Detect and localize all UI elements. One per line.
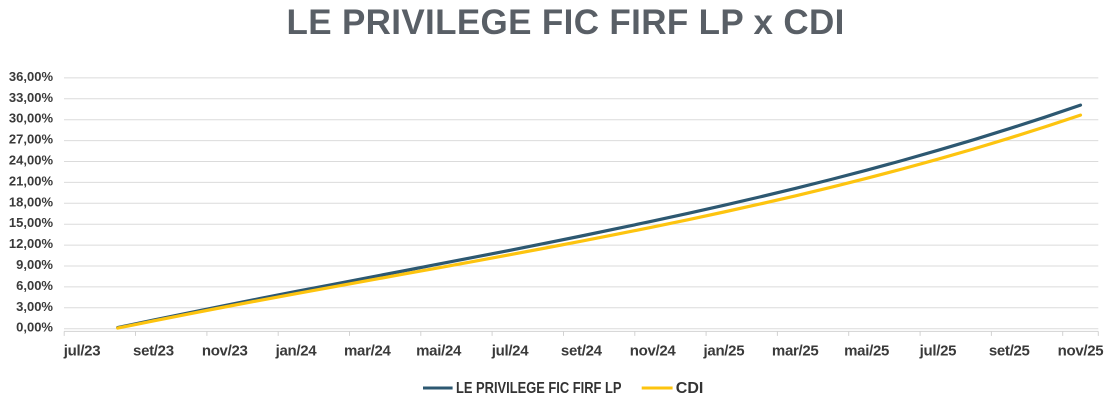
svg-text:set/24: set/24 <box>561 342 603 359</box>
svg-text:nov/24: nov/24 <box>630 342 677 359</box>
svg-text:36,00%: 36,00% <box>9 69 54 84</box>
svg-text:CDI: CDI <box>676 380 704 397</box>
svg-text:12,00%: 12,00% <box>9 236 54 251</box>
svg-text:jul/25: jul/25 <box>919 342 957 359</box>
svg-text:set/23: set/23 <box>133 342 174 359</box>
svg-text:6,00%: 6,00% <box>16 278 53 293</box>
svg-text:30,00%: 30,00% <box>9 111 54 126</box>
svg-text:nov/23: nov/23 <box>202 342 248 359</box>
svg-text:set/25: set/25 <box>989 342 1030 359</box>
svg-text:33,00%: 33,00% <box>9 90 54 105</box>
svg-text:24,00%: 24,00% <box>9 153 54 168</box>
svg-text:0,00%: 0,00% <box>16 320 53 335</box>
svg-text:3,00%: 3,00% <box>16 299 53 314</box>
svg-text:jul/23: jul/23 <box>63 342 101 359</box>
svg-text:jul/24: jul/24 <box>491 342 530 359</box>
svg-text:jan/25: jan/25 <box>703 342 745 359</box>
svg-text:mai/24: mai/24 <box>416 342 462 359</box>
svg-text:18,00%: 18,00% <box>9 194 54 209</box>
svg-text:LE PRIVILEGE FIC FIRF LP: LE PRIVILEGE FIC FIRF LP <box>456 380 622 397</box>
svg-text:LE PRIVILEGE FIC FIRF LP x CDI: LE PRIVILEGE FIC FIRF LP x CDI <box>286 3 844 42</box>
svg-text:jan/24: jan/24 <box>275 342 318 359</box>
svg-text:nov/25: nov/25 <box>1058 342 1104 359</box>
svg-text:21,00%: 21,00% <box>9 173 54 188</box>
svg-text:mai/25: mai/25 <box>844 342 889 359</box>
svg-text:mar/24: mar/24 <box>344 342 392 359</box>
svg-text:9,00%: 9,00% <box>16 257 53 272</box>
svg-text:mar/25: mar/25 <box>772 342 819 359</box>
svg-text:27,00%: 27,00% <box>9 132 54 147</box>
svg-text:15,00%: 15,00% <box>9 215 54 230</box>
